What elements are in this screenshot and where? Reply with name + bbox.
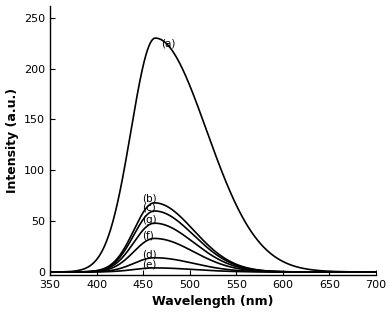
Text: (b): (b)	[142, 194, 157, 204]
Text: (e): (e)	[142, 260, 157, 270]
Text: (f): (f)	[142, 230, 154, 241]
Text: (g): (g)	[142, 215, 157, 225]
X-axis label: Wavelength (nm): Wavelength (nm)	[152, 295, 274, 308]
Text: (d): (d)	[142, 250, 157, 260]
Text: (c): (c)	[142, 203, 156, 213]
Y-axis label: Intensity (a.u.): Intensity (a.u.)	[5, 88, 18, 193]
Text: (a): (a)	[161, 38, 175, 48]
